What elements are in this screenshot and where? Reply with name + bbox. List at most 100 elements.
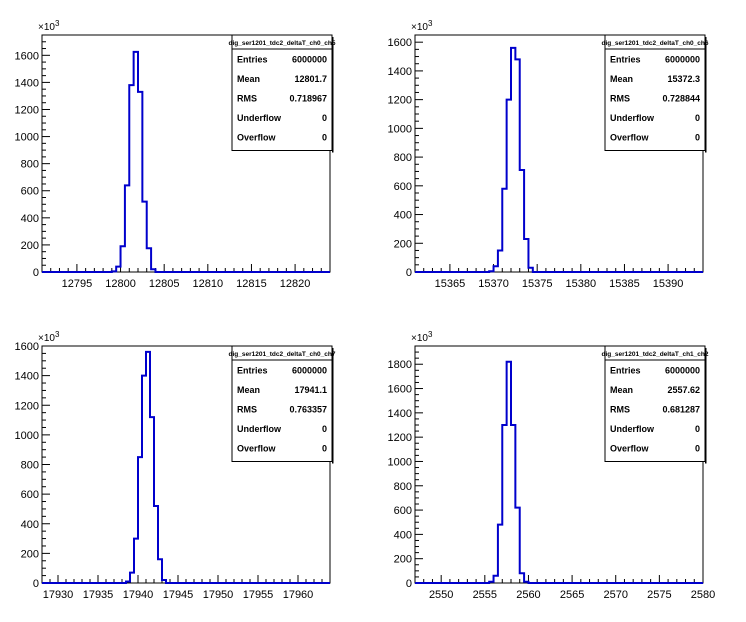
histogram-bin <box>129 85 133 272</box>
histogram-bin <box>502 189 506 272</box>
stats-value: 0 <box>322 113 327 123</box>
histogram-bin <box>507 100 511 272</box>
x-tick-label: 15390 <box>653 278 684 290</box>
y-axis-exponent: ×103 <box>38 330 60 344</box>
x-tick-label: 12815 <box>236 278 267 290</box>
x-tick-label: 15380 <box>566 278 597 290</box>
y-tick-label: 1400 <box>15 77 39 89</box>
stats-title: dig_ser1201_tdc2_deltaT_ch0_ch7 <box>229 351 336 358</box>
histogram-outline <box>415 360 703 584</box>
x-tick-label: 15375 <box>522 278 553 290</box>
y-tick-label: 1200 <box>15 104 39 116</box>
y-exponent-base: ×10 <box>411 22 428 33</box>
x-tick-label: 17930 <box>43 589 74 601</box>
y-tick-label: 1200 <box>388 432 412 444</box>
histogram-bin <box>125 185 129 272</box>
stats-value: 12801.7 <box>294 74 327 84</box>
stats-label: Underflow <box>237 113 282 123</box>
y-tick-label: 1600 <box>15 341 39 353</box>
x-tick-label: 2560 <box>516 589 540 601</box>
y-tick-label: 1200 <box>15 400 39 412</box>
x-tick-label: 17960 <box>283 589 314 601</box>
histogram-bin <box>498 525 502 583</box>
y-tick-label: 800 <box>394 481 412 493</box>
stats-label: Entries <box>237 366 268 376</box>
x-tick-label: 2570 <box>603 589 627 601</box>
y-tick-label: 200 <box>394 554 412 566</box>
stats-label: Mean <box>610 74 633 84</box>
histogram-bin <box>150 417 154 583</box>
x-tick-label: 12805 <box>149 278 180 290</box>
x-tick-label: 12795 <box>62 278 93 290</box>
histogram-bin <box>515 508 519 583</box>
histogram-bin <box>116 267 120 272</box>
histogram-bin <box>138 92 142 272</box>
y-axis-exponent: ×103 <box>38 19 60 33</box>
histogram-bin <box>154 506 158 583</box>
stats-box-shadow <box>332 37 334 153</box>
y-exponent-power: 3 <box>55 19 60 28</box>
stats-label: Overflow <box>237 133 277 143</box>
stats-value: 0 <box>322 133 327 143</box>
y-axis-exponent: ×103 <box>411 330 433 344</box>
y-tick-label: 0 <box>33 578 39 590</box>
x-tick-label: 15365 <box>435 278 466 290</box>
x-tick-label: 2575 <box>647 589 671 601</box>
histogram-bin <box>142 376 146 583</box>
y-axis-exponent: ×103 <box>411 19 433 33</box>
y-tick-label: 400 <box>394 529 412 541</box>
y-tick-label: 1000 <box>388 123 412 135</box>
histogram-pad-3: 0 200 400 600 800 1000 1200 1400 1600 17930 17935 1… <box>15 330 336 601</box>
stats-label: RMS <box>610 405 630 415</box>
x-tick-label: 12800 <box>105 278 136 290</box>
stats-label: Underflow <box>237 424 282 434</box>
stats-value: 0.728844 <box>662 94 700 104</box>
histogram-bin <box>162 580 166 583</box>
x-tick-label: 12810 <box>193 278 224 290</box>
stats-label: Entries <box>237 55 268 65</box>
x-tick-label: 2565 <box>560 589 584 601</box>
stats-value: 0.763357 <box>289 405 327 415</box>
stats-box <box>604 34 706 151</box>
stats-value: 0.718967 <box>289 94 327 104</box>
histogram-outline <box>42 50 330 273</box>
stats-title: dig_ser1201_tdc2_deltaT_ch1_ch2 <box>602 351 709 358</box>
y-tick-label: 1600 <box>388 384 412 396</box>
stats-label: Mean <box>237 385 260 395</box>
y-tick-label: 1200 <box>388 95 412 107</box>
histogram-bin <box>126 582 130 583</box>
stats-label: Mean <box>610 385 633 395</box>
stats-title: dig_ser1201_tdc2_deltaT_ch0_ch6 <box>602 40 709 47</box>
y-tick-label: 1000 <box>388 456 412 468</box>
histogram-bin <box>494 266 498 272</box>
histogram-bin <box>524 582 528 583</box>
y-tick-label: 0 <box>406 578 412 590</box>
histogram-bin <box>142 202 146 272</box>
stats-label: Underflow <box>610 424 655 434</box>
y-tick-label: 200 <box>21 548 39 560</box>
histogram-pad-4: 0 200 400 600 800 1000 1200 1400 1600 1800 2550 255… <box>388 330 716 601</box>
x-tick-label: 17950 <box>203 589 234 601</box>
x-tick-label: 17935 <box>83 589 114 601</box>
y-exponent-power: 3 <box>55 330 60 339</box>
x-tick-label: 17940 <box>123 589 154 601</box>
x-tick-label: 17955 <box>243 589 274 601</box>
y-tick-label: 800 <box>394 152 412 164</box>
y-tick-label: 200 <box>394 238 412 250</box>
y-tick-label: 400 <box>21 519 39 531</box>
histogram-pad-2: 0 200 400 600 800 1000 1200 1400 1600 15365 15370 1… <box>388 19 709 290</box>
stats-value: 6000000 <box>292 55 327 65</box>
histogram-bin <box>146 352 150 583</box>
histogram-bin <box>112 271 116 272</box>
y-tick-label: 0 <box>33 267 39 279</box>
stats-title: dig_ser1201_tdc2_deltaT_ch0_ch5 <box>229 40 336 47</box>
y-tick-label: 1600 <box>388 37 412 49</box>
histogram-bin <box>498 250 502 272</box>
y-exponent-base: ×10 <box>38 333 55 344</box>
stats-value: 0.681287 <box>662 405 700 415</box>
stats-label: RMS <box>610 94 630 104</box>
stats-label: Mean <box>237 74 260 84</box>
stats-box-shadow <box>705 348 707 464</box>
histogram-bin <box>524 239 528 272</box>
